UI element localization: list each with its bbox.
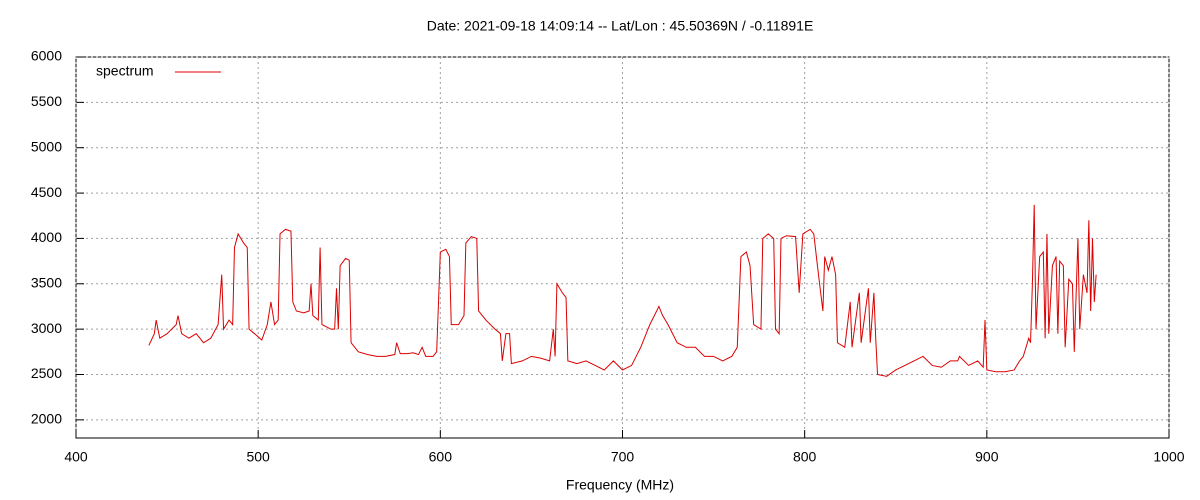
x-tick-label: 600 [429, 449, 453, 465]
y-tick-label: 5500 [31, 93, 62, 109]
x-tick-label: 700 [611, 449, 635, 465]
y-tick-label: 4000 [31, 229, 62, 245]
y-tick-label: 2500 [31, 365, 62, 381]
y-tick-label: 4500 [31, 184, 62, 200]
y-tick-label: 6000 [31, 48, 62, 64]
y-tick-label: 5000 [31, 138, 62, 154]
y-tick-label: 2000 [31, 411, 62, 427]
y-tick-label: 3000 [31, 320, 62, 336]
x-tick-label: 800 [793, 449, 817, 465]
x-axis-label: Frequency (MHz) [566, 477, 674, 493]
x-tick-label: 500 [246, 449, 270, 465]
spectrum-line [148, 204, 1097, 377]
x-tick-label: 400 [64, 449, 88, 465]
x-tick-label: 1000 [1153, 449, 1184, 465]
chart-title: Date: 2021-09-18 14:09:14 -- Lat/Lon : 4… [427, 18, 814, 34]
x-tick-label: 900 [975, 449, 999, 465]
legend-label: spectrum [96, 63, 154, 79]
y-tick-label: 3500 [31, 274, 62, 290]
